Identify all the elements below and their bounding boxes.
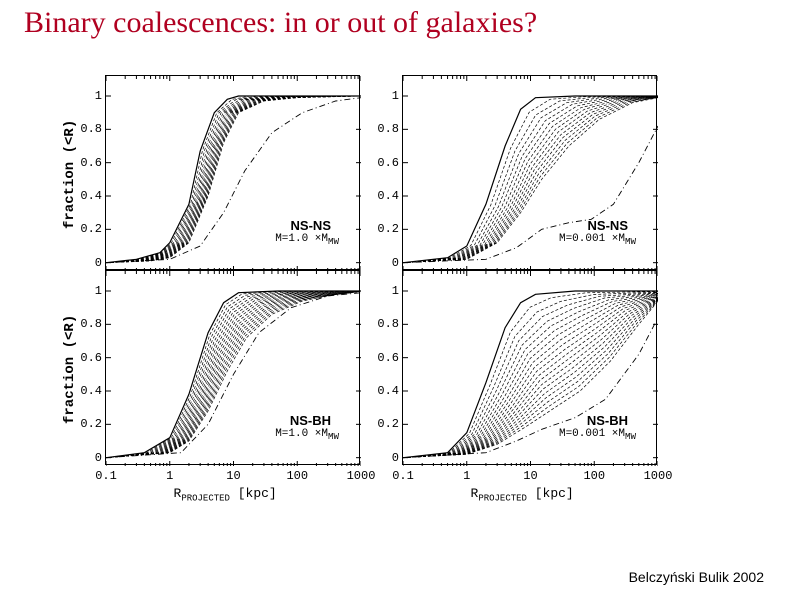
panel-tl: NS-NSM=1.0 ×MMW00.20.40.60.81fraction (<… [105, 75, 360, 270]
panel-type-label: NS-BH [587, 413, 628, 428]
ytick-label: 1 [371, 284, 399, 298]
xtick-label: 100 [574, 469, 614, 483]
ytick-label: 0.8 [371, 122, 399, 136]
ytick-label: 0.4 [371, 384, 399, 398]
panel-type-label: NS-BH [290, 413, 331, 428]
ytick-label: 0.2 [371, 417, 399, 431]
xtick-label: 10 [214, 469, 254, 483]
xtick-label: 1 [150, 469, 190, 483]
ytick-label: 0.8 [74, 317, 102, 331]
panel-mass-label: M=1.0 ×MMW [275, 428, 339, 442]
ytick-label: 1 [74, 284, 102, 298]
xtick-label: 10 [511, 469, 551, 483]
figure: NS-NSM=1.0 ×MMW00.20.40.60.81fraction (<… [105, 75, 699, 515]
panel-type-label: NS-NS [291, 218, 331, 233]
ytick-label: 1 [74, 89, 102, 103]
xtick-label: 1000 [638, 469, 678, 483]
ytick-label: 0.8 [371, 317, 399, 331]
y-axis-label: fraction (<R) [62, 314, 78, 423]
x-axis-label: RPROJECTED [kpc] [174, 486, 277, 504]
y-axis-label: fraction (<R) [62, 119, 78, 228]
ytick-label: 0.4 [371, 189, 399, 203]
ytick-label: 0 [74, 256, 102, 270]
xtick-label: 1 [447, 469, 487, 483]
panel-mass-label: M=0.001 ×MMW [559, 233, 636, 247]
ytick-label: 0.8 [74, 122, 102, 136]
panel-tr: NS-NSM=0.001 ×MMW00.20.40.60.81 [402, 75, 657, 270]
xtick-label: 1000 [341, 469, 381, 483]
ytick-label: 0.6 [74, 351, 102, 365]
ytick-label: 0.2 [74, 417, 102, 431]
ytick-label: 0.6 [371, 351, 399, 365]
ytick-label: 0 [74, 451, 102, 465]
citation: Belczyński Bulik 2002 [629, 569, 764, 585]
xtick-label: 0.1 [86, 469, 126, 483]
ytick-label: 0 [371, 256, 399, 270]
ytick-label: 0.4 [74, 189, 102, 203]
ytick-label: 0.4 [74, 384, 102, 398]
ytick-label: 0 [371, 451, 399, 465]
xtick-label: 100 [277, 469, 317, 483]
panel-mass-label: M=0.001 ×MMW [559, 428, 636, 442]
panel-mass-label: M=1.0 ×MMW [275, 233, 339, 247]
ytick-label: 0.6 [74, 156, 102, 170]
xtick-label: 0.1 [383, 469, 423, 483]
page-title: Binary coalescences: in or out of galaxi… [24, 6, 537, 40]
panel-br: NS-BHM=0.001 ×MMW00.20.40.60.810.1110100… [402, 270, 657, 465]
ytick-label: 1 [371, 89, 399, 103]
panel-bl: NS-BHM=1.0 ×MMW00.20.40.60.810.111010010… [105, 270, 360, 465]
ytick-label: 0.2 [371, 222, 399, 236]
x-axis-label: RPROJECTED [kpc] [471, 486, 574, 504]
ytick-label: 0.2 [74, 222, 102, 236]
panel-type-label: NS-NS [588, 218, 628, 233]
ytick-label: 0.6 [371, 156, 399, 170]
